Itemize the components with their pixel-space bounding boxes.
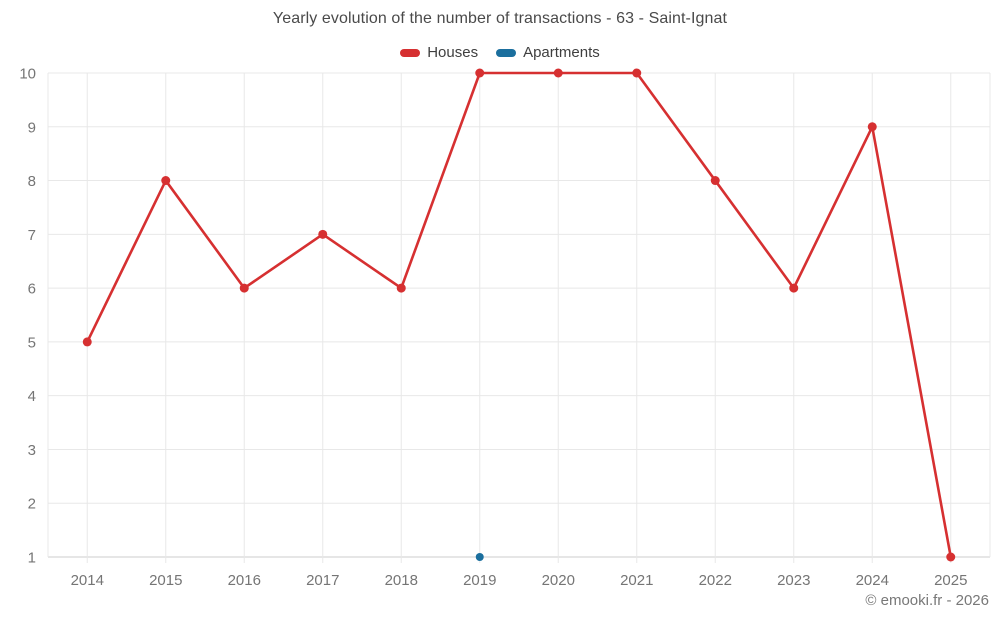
data-point-houses-2014[interactable] [82, 337, 92, 347]
apartments-series-swatch-icon [496, 48, 517, 57]
data-point-houses-2021[interactable] [632, 68, 642, 78]
data-point-apartments-2019[interactable] [475, 553, 484, 561]
x-axis-tick-label: 2017 [306, 572, 339, 589]
x-axis-tick-label: 2021 [620, 572, 653, 589]
x-axis-tick-label: 2018 [385, 572, 418, 589]
y-axis-tick-label: 5 [28, 334, 36, 351]
legend: Houses Apartments [0, 44, 1000, 61]
legend-item-houses[interactable]: Houses [400, 44, 478, 61]
x-axis-tick-label: 2019 [463, 572, 496, 589]
houses-series-swatch-icon [400, 48, 421, 57]
x-axis-tick-label: 2024 [856, 572, 889, 589]
y-axis-tick-label: 7 [28, 227, 36, 244]
chart-title: Yearly evolution of the number of transa… [272, 10, 728, 27]
copyright: © emooki.fr - 2026 [865, 592, 989, 609]
y-axis-tick-label: 1 [28, 550, 36, 567]
y-axis-tick-label: 6 [28, 281, 36, 298]
y-axis-tick-label: 8 [28, 173, 36, 190]
y-axis-tick-label: 4 [28, 388, 36, 405]
data-point-houses-2023[interactable] [789, 283, 799, 293]
x-axis-tick-label: 2022 [699, 572, 732, 589]
data-point-houses-2024[interactable] [867, 122, 877, 132]
data-point-houses-2016[interactable] [239, 283, 249, 293]
x-axis-tick-label: 2016 [228, 572, 261, 589]
x-axis-tick-label: 2014 [71, 572, 104, 589]
legend-item-apartments[interactable]: Apartments [496, 44, 600, 61]
x-axis-tick-label: 2020 [542, 572, 575, 589]
data-point-houses-2020[interactable] [553, 68, 563, 78]
x-axis-tick-label: 2015 [149, 572, 182, 589]
data-point-houses-2019[interactable] [475, 68, 485, 78]
data-point-houses-2017[interactable] [318, 229, 328, 239]
data-point-houses-2018[interactable] [396, 283, 406, 293]
y-axis-tick-label: 2 [28, 496, 36, 513]
x-axis-tick-label: 2023 [777, 572, 810, 589]
series-line-houses [85, 71, 953, 559]
data-point-houses-2022[interactable] [710, 176, 720, 186]
data-point-houses-2015[interactable] [161, 176, 171, 186]
legend-label-apartments: Apartments [523, 44, 600, 61]
y-axis-tick-label: 10 [19, 66, 36, 83]
x-axis-tick-label: 2025 [934, 572, 967, 589]
legend-label-houses: Houses [427, 44, 479, 61]
y-axis-tick-label: 9 [28, 119, 36, 136]
data-point-houses-2025[interactable] [946, 552, 956, 562]
y-axis-tick-label: 3 [28, 442, 36, 459]
